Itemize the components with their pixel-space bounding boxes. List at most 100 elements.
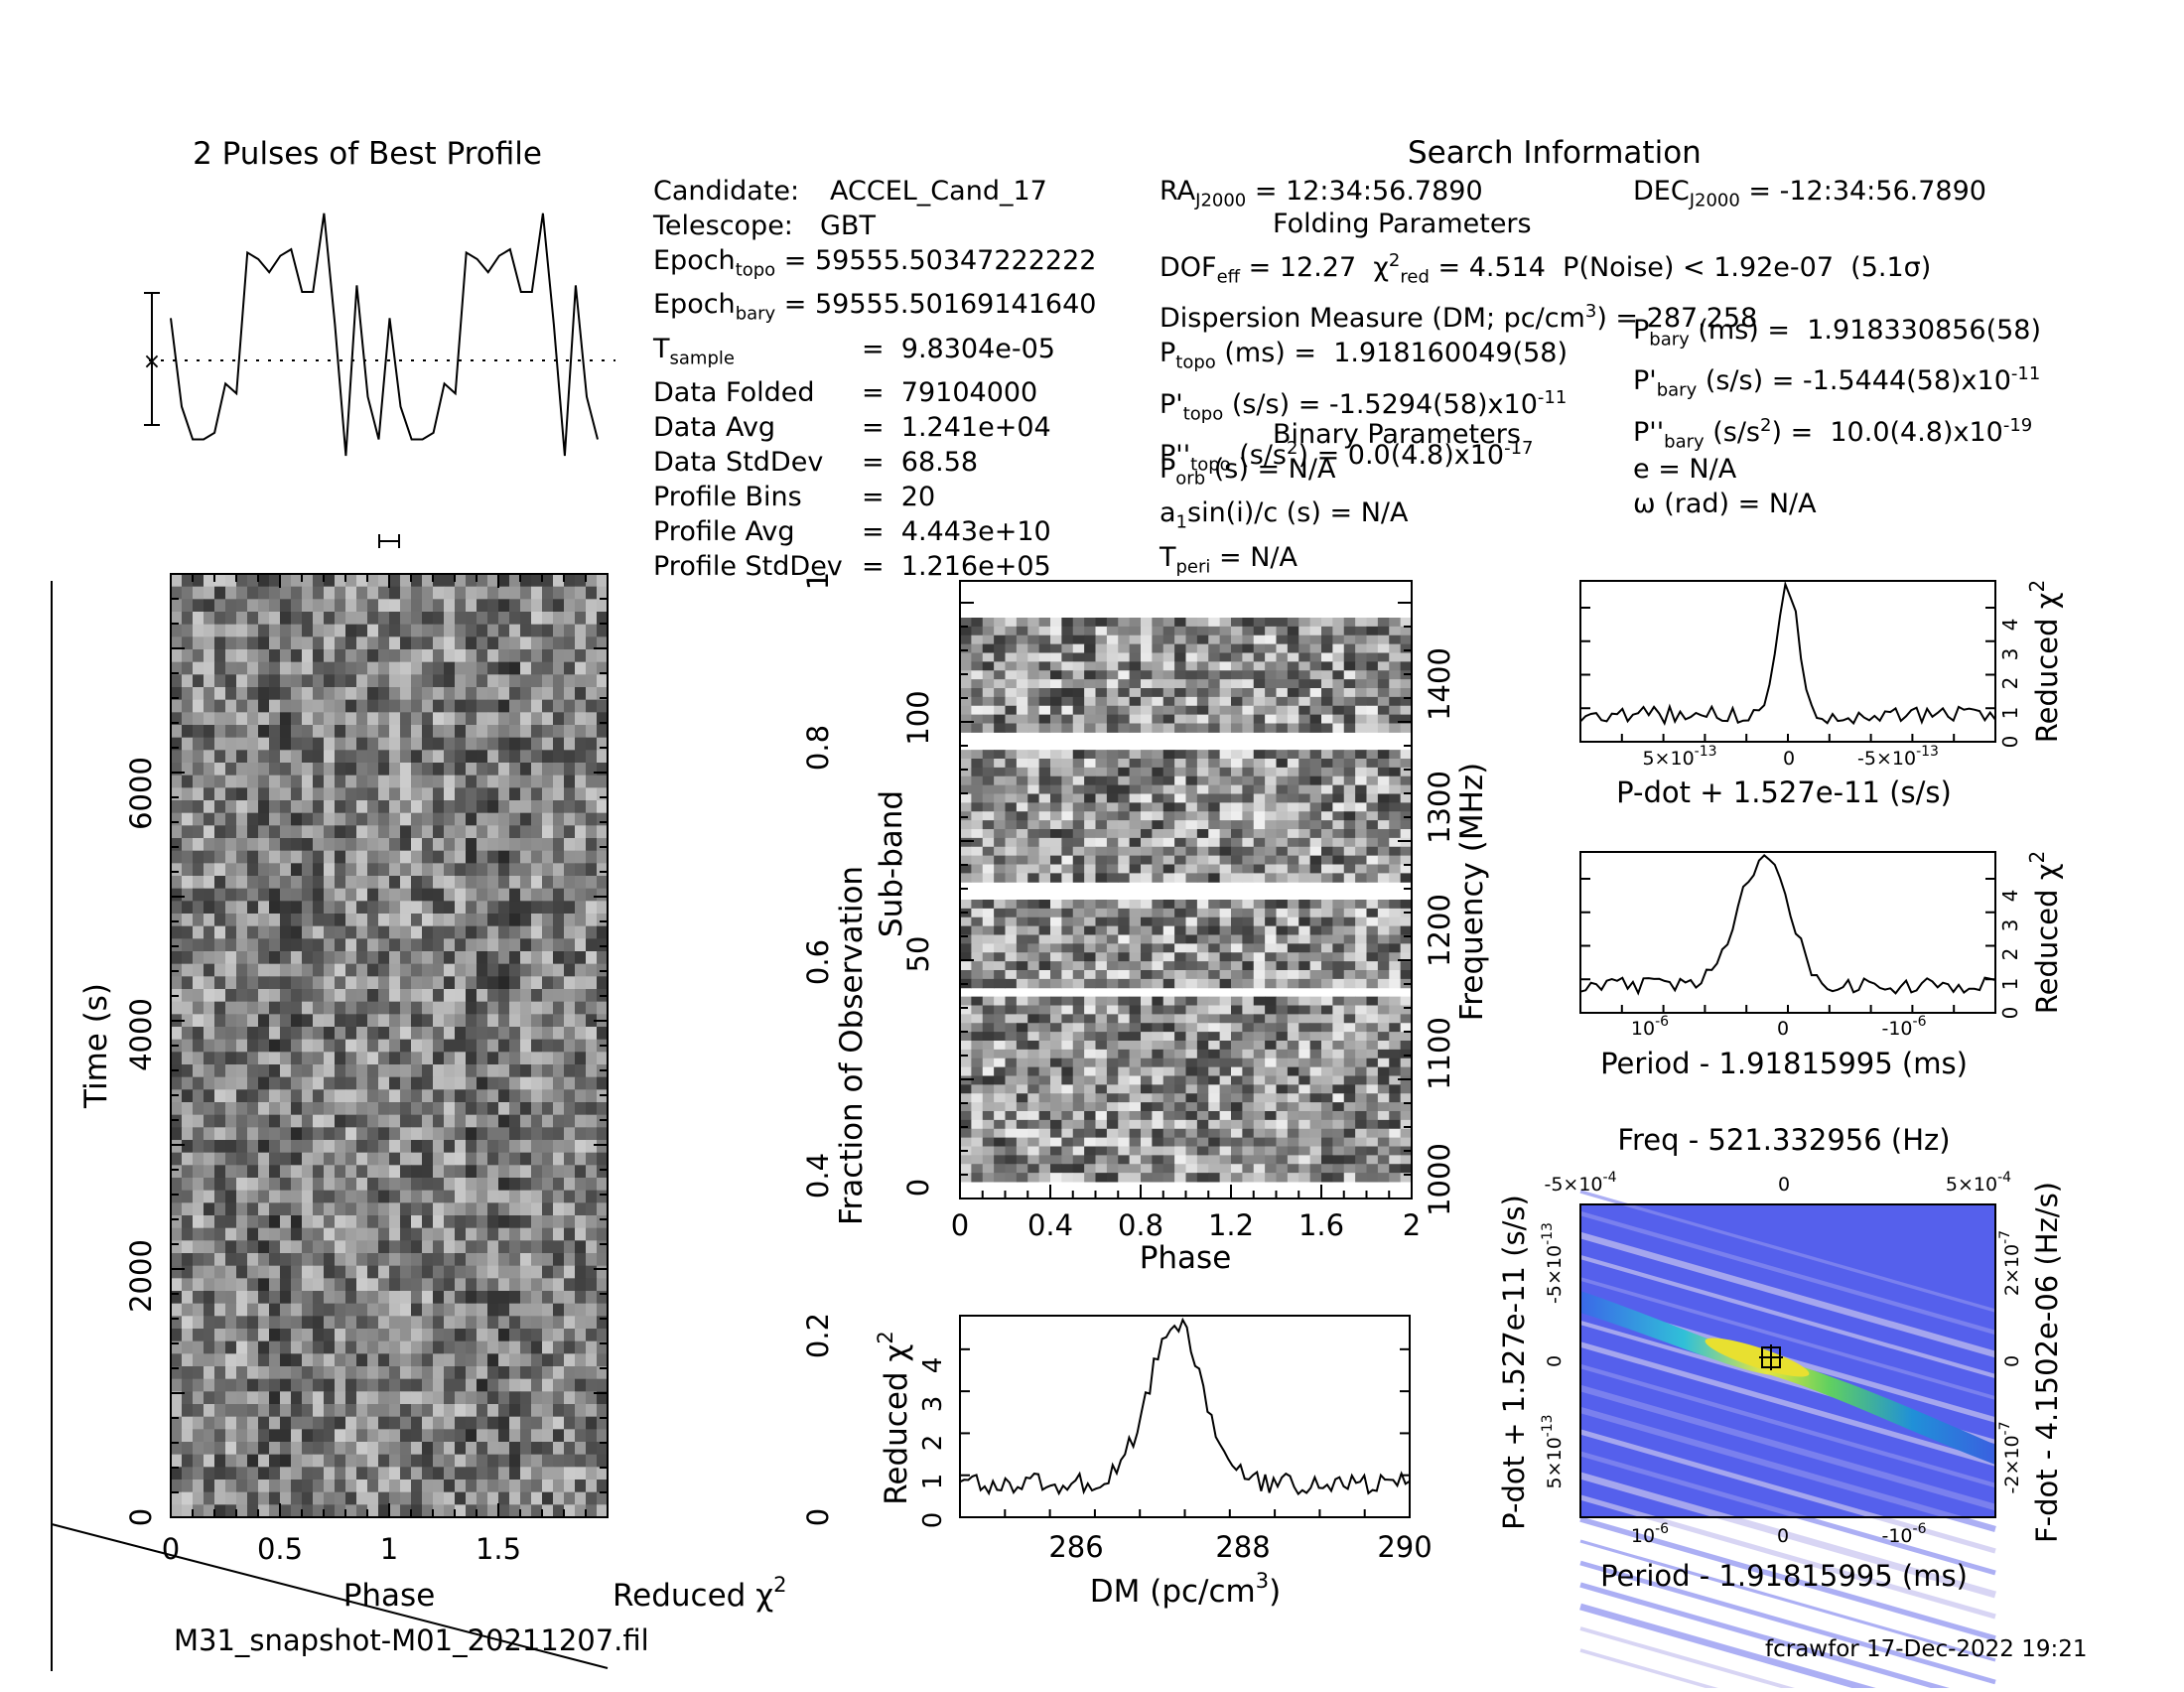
filename: M31_snapshot-M01_20211207.fil [174, 1623, 649, 1658]
porb-value: N/A [1289, 454, 1336, 485]
ppdot-top-tick-0: -5×10-4 [1544, 1170, 1616, 1196]
dm-xtick-1: 288 [1215, 1530, 1270, 1564]
dm-ytick-4: 4 [918, 1357, 948, 1374]
sb-xtick-1: 0.4 [1027, 1208, 1073, 1242]
telescope-value: GBT [820, 211, 876, 241]
period-ytick-0: 0 [1998, 1007, 2022, 1020]
sb-band-tick-2: 100 [901, 690, 935, 745]
omega-value: N/A [1769, 489, 1817, 519]
sb-xtick-0: 0 [951, 1208, 969, 1242]
ppdot-right-label: F-dot - 4.1502e-06 (Hz/s) [2030, 1182, 2064, 1543]
dm-frac-tick-0: 0 [801, 1508, 835, 1526]
sb-freq-label: Frequency (MHz) [1454, 763, 1490, 1022]
candidate-info: Candidate:ACCEL_Cand_17 Telescope:GBT Ep… [653, 174, 1096, 584]
dm-frac-tick-1: 0.2 [801, 1313, 835, 1358]
ppdot-best-marker [1759, 1344, 1783, 1370]
p-noise-value: P(Noise) < 1.92e-07 (5.1σ) [1563, 252, 1931, 283]
ppdot-top-tick-2: 5×10-4 [1946, 1170, 2011, 1196]
pd-topo-value: -1.5294(58)x10 [1329, 389, 1538, 420]
data-folded-value: 79104000 [901, 377, 1037, 408]
ppdot-bottom-tick-1: 0 [1777, 1525, 1789, 1547]
candidate-value: ACCEL_Cand_17 [830, 176, 1047, 207]
sb-xlabel: Phase [1140, 1240, 1232, 1276]
dm-xtick-0: 286 [1048, 1530, 1103, 1564]
tp-ytick-1: 2000 [124, 1239, 158, 1313]
data-avg-value: 1.241e+04 [901, 412, 1051, 443]
ra-info: RAJ2000 = 12:34:56.7890 [1160, 174, 1483, 217]
pd-bary-value: -1.5444(58)x10 [1803, 365, 2011, 396]
tp-ylabel: Time (s) [78, 983, 114, 1109]
dm-xlabel: DM (pc/cm3) [1090, 1569, 1281, 1610]
period-xtick-0: 10-6 [1631, 1014, 1669, 1040]
pdot-xtick-0: 5×10-13 [1642, 744, 1716, 770]
period-ytick-4: 4 [1998, 890, 2022, 903]
tsample-value: 9.8304e-05 [901, 334, 1055, 364]
pdot-xtick-1: 0 [1783, 748, 1795, 770]
period-xlabel: Period - 1.91815995 (ms) [1600, 1047, 1968, 1080]
chi2-red-value: 4.514 [1469, 252, 1546, 283]
sb-freq-tick-1: 1100 [1423, 1017, 1456, 1090]
sb-frac-tick-2: 0.8 [801, 725, 835, 771]
sb-freq-tick-2: 1200 [1423, 894, 1456, 967]
pdot-ytick-2: 2 [1998, 677, 2022, 690]
tp-xtick-0: 0 [162, 1532, 180, 1566]
profile-avg-value: 4.443e+10 [901, 516, 1051, 547]
pdot-xlabel: P-dot + 1.527e-11 (s/s) [1616, 776, 1952, 809]
binary-params-right: e = N/A ω (rad) = N/A [1633, 452, 1817, 521]
a1sini-value: N/A [1361, 497, 1409, 528]
sb-frac-tick-0: 0.4 [801, 1153, 835, 1198]
subband-heatmap [960, 618, 1413, 1183]
ppdot-right-tick-0: 2×10-7 [1997, 1230, 2023, 1296]
data-stddev-value: 68.58 [901, 447, 978, 478]
sb-freq-tick-3: 1300 [1423, 771, 1456, 844]
dm-ytick-1: 1 [918, 1474, 948, 1490]
dm-chi-plot [960, 1320, 1410, 1517]
sb-freq-tick-4: 1400 [1423, 647, 1456, 721]
ppdot-right-tick-2: -2×10-7 [1997, 1421, 2023, 1493]
ppdot-bottom-tick-2: -10-6 [1881, 1521, 1926, 1547]
ppdot-left-tick-2: 5×10-13 [1540, 1414, 1566, 1488]
pdot-ylabel: Reduced χ2 [2025, 580, 2064, 743]
time-phase-heatmap [171, 574, 609, 1518]
pdot-ytick-1: 1 [1998, 707, 2022, 720]
ppdot-ylabel: P-dot + 1.527e-11 (s/s) [1497, 1195, 1531, 1530]
tp-ytick-2: 4000 [124, 998, 158, 1071]
tp-xtick-2: 1 [380, 1532, 398, 1566]
ppdot-left-tick-1: 0 [1544, 1355, 1566, 1367]
profile-bins-value: 20 [901, 482, 935, 512]
epoch-bary-value: 59555.50169141640 [815, 289, 1096, 320]
sb-freq-tick-0: 1000 [1423, 1143, 1456, 1216]
period-xtick-2: -10-6 [1881, 1014, 1926, 1040]
dm-ytick-3: 3 [918, 1396, 948, 1413]
tp-xlabel: Phase [343, 1578, 436, 1614]
tp-xtick-3: 1.5 [476, 1532, 521, 1566]
period-xtick-1: 0 [1777, 1018, 1789, 1040]
period-ytick-2: 2 [1998, 948, 2022, 961]
tp-ytick-0: 0 [124, 1508, 158, 1526]
dm-frame [960, 1316, 1410, 1517]
footer-stamp: fcrawfor 17-Dec-2022 19:21 [1765, 1636, 2088, 1662]
sb-frac-label: Fraction of Observation [834, 866, 870, 1225]
dm-text: Dispersion Measure (DM; pc/cm [1160, 303, 1585, 334]
pdot-xtick-2: -5×10-13 [1857, 744, 1939, 770]
pdot-ytick-3: 3 [1998, 648, 2022, 661]
e-value: N/A [1689, 454, 1736, 485]
dec-value: -12:34:56.7890 [1780, 176, 1986, 207]
sb-band-tick-0: 0 [901, 1179, 935, 1197]
ra-value: 12:34:56.7890 [1286, 176, 1483, 207]
period-ylabel: Reduced χ2 [2025, 851, 2064, 1014]
dec-info: DECJ2000 = -12:34:56.7890 [1633, 174, 1986, 217]
dm-line [960, 1320, 1410, 1493]
binary-params: Porb (s) = N/A a1sin(i)/c (s) = N/A Tper… [1160, 452, 1408, 584]
ppdot-top-tick-1: 0 [1778, 1174, 1790, 1196]
sb-band-tick-1: 50 [901, 936, 935, 973]
pdot-chi-plot [1580, 584, 1995, 742]
profile-title: 2 Pulses of Best Profile [193, 136, 542, 172]
bary-params: Pbary (ms) = 1.918330856(58) P'bary (s/s… [1633, 313, 2041, 459]
dof-value: 12.27 [1280, 252, 1356, 283]
dm-ytick-0: 0 [918, 1512, 948, 1529]
period-frame [1580, 852, 1995, 1013]
p-topo-value: 1.918160049(58) [1333, 338, 1568, 368]
pdot-ytick-0: 0 [1998, 736, 2022, 749]
period-ytick-3: 3 [1998, 919, 2022, 932]
